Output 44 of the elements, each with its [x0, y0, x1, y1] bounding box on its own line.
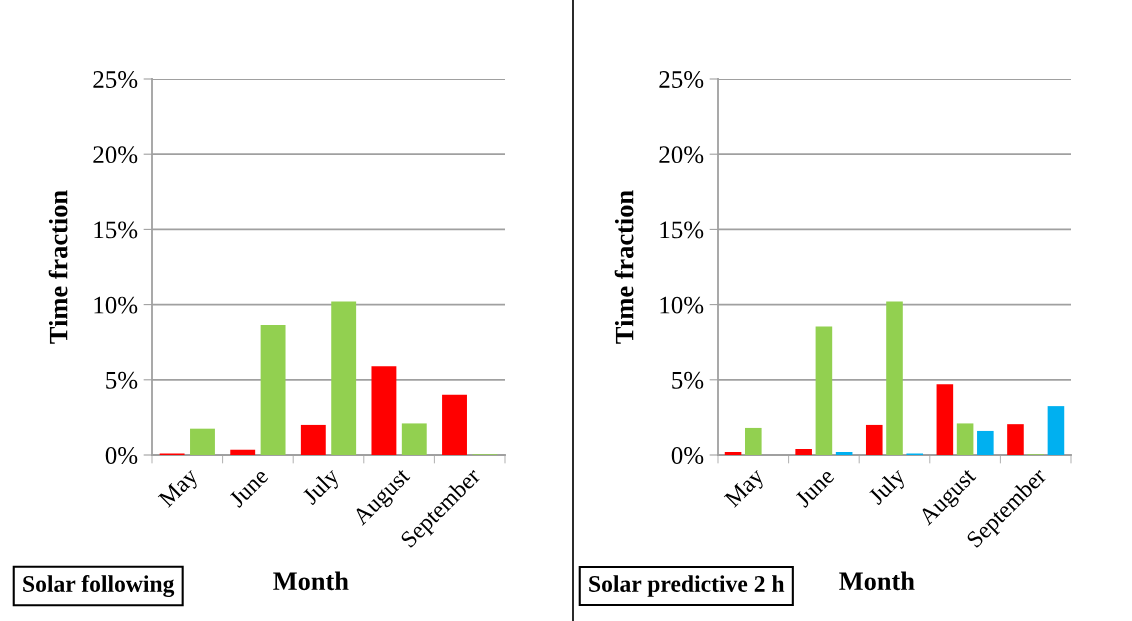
y-tick-label: 10% — [94, 296, 138, 314]
y-tick-label: 25% — [93, 71, 138, 88]
bar — [190, 428, 215, 455]
bar — [795, 448, 812, 455]
bar — [442, 394, 467, 455]
y-tick-label: 15% — [660, 221, 704, 239]
y-tick-label: 5% — [106, 371, 138, 389]
x-axis-title: Month — [273, 571, 349, 591]
bar — [865, 424, 883, 455]
bar — [815, 326, 833, 455]
y-axis-title: Time fraction — [614, 190, 634, 344]
y-tick-label: 5% — [672, 371, 704, 389]
x-tick-label: July — [301, 466, 344, 509]
y-tick-label: 15% — [94, 221, 138, 239]
y-tick-label: 25% — [659, 71, 704, 88]
bar — [724, 451, 742, 455]
x-tick-label: June — [794, 467, 836, 509]
bar — [401, 423, 427, 455]
y-axis-title: Time fraction — [48, 190, 68, 344]
bar — [835, 451, 853, 455]
bar — [331, 301, 357, 455]
y-tick-label: 0% — [105, 447, 138, 464]
x-tick-label: June — [228, 467, 270, 509]
bar — [230, 449, 256, 455]
bar — [745, 427, 762, 455]
y-tick-label: 20% — [659, 146, 704, 164]
x-tick-label: May — [723, 466, 769, 512]
y-tick-label: 10% — [660, 296, 704, 314]
bar — [956, 423, 974, 455]
x-tick-label: May — [157, 466, 203, 512]
bar — [260, 324, 286, 455]
text: Solar following — [23, 575, 175, 597]
bar — [936, 384, 954, 455]
text: Solar predictive 2 h — [589, 575, 785, 597]
x-tick-label: July — [867, 466, 910, 509]
y-tick-label: 0% — [671, 447, 704, 464]
bar — [371, 366, 397, 455]
x-axis-title: Month — [839, 571, 915, 591]
bar — [977, 430, 994, 455]
y-tick-label: 20% — [93, 146, 138, 164]
bar — [886, 301, 903, 455]
bar — [1007, 424, 1024, 455]
bar — [300, 424, 326, 455]
bar — [1047, 406, 1065, 455]
